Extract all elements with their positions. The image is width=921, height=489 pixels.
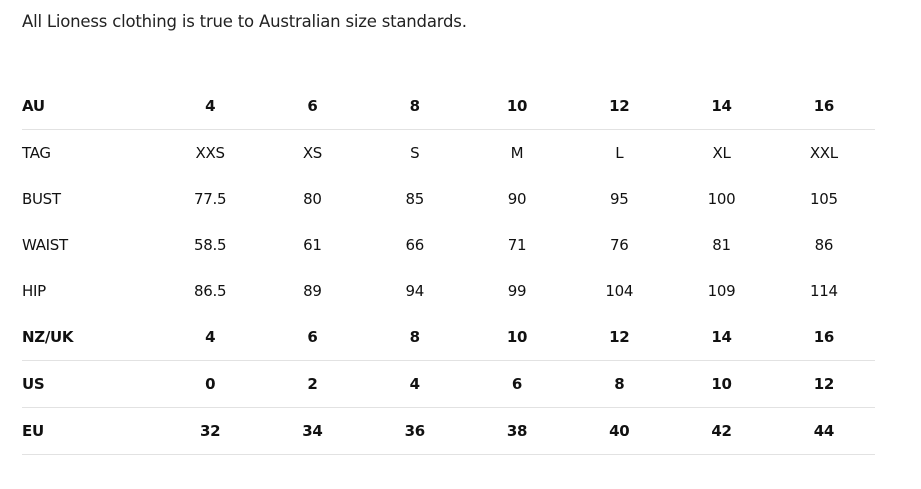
size-cell: S — [410, 144, 420, 162]
size-cell: 6 — [261, 314, 364, 361]
size-cell: 8 — [363, 83, 466, 130]
size-cell: 95 — [610, 190, 629, 208]
row-label: WAIST — [22, 236, 68, 254]
size-cell: 42 — [670, 407, 773, 455]
row-label: BUST — [22, 190, 61, 208]
size-row-bust: BUST 77.5 80 85 90 95 100 105 — [22, 176, 875, 222]
size-cell: 81 — [712, 236, 731, 254]
size-standard-note: All Lioness clothing is true to Australi… — [22, 12, 467, 31]
size-cell: 38 — [465, 407, 569, 455]
size-cell: 10 — [465, 314, 569, 361]
size-row-hip: HIP 86.5 89 94 99 104 109 114 — [22, 268, 875, 314]
row-label: HIP — [22, 282, 46, 300]
size-cell: 94 — [405, 282, 424, 300]
size-row-eu: EU 32 34 36 38 40 42 44 — [22, 407, 875, 455]
size-cell: 105 — [809, 190, 838, 208]
size-row-us: US 0 2 4 6 8 10 12 — [22, 360, 875, 408]
size-cell: 99 — [507, 282, 527, 300]
size-cell: 76 — [610, 236, 629, 254]
size-cell: 2 — [261, 360, 364, 408]
size-cell: 4 — [159, 314, 262, 361]
size-cell: 8 — [363, 314, 466, 361]
size-cell: 90 — [507, 190, 527, 208]
size-cell: XXL — [809, 144, 838, 162]
size-cell: 77.5 — [194, 190, 227, 208]
size-cell: 14 — [670, 83, 773, 130]
size-cell: 109 — [707, 282, 736, 300]
size-cell: 89 — [303, 282, 322, 300]
size-cell: 32 — [159, 407, 262, 455]
size-cell: M — [510, 144, 524, 162]
size-cell: 36 — [363, 407, 466, 455]
size-cell: 16 — [772, 83, 875, 130]
size-cell: 14 — [670, 314, 773, 361]
size-cell: XS — [302, 144, 323, 162]
size-cell: 66 — [405, 236, 424, 254]
size-row-au: AU 4 6 8 10 12 14 16 — [22, 83, 875, 130]
size-cell: 114 — [809, 282, 838, 300]
size-cell: 4 — [363, 360, 466, 408]
size-cell: 12 — [568, 83, 671, 130]
row-label: TAG — [22, 144, 51, 162]
size-cell: 85 — [405, 190, 424, 208]
size-cell: 10 — [465, 83, 569, 130]
size-cell: 16 — [772, 314, 875, 361]
size-row-tag: TAG XXS XS S M L XL XXL — [22, 130, 875, 177]
size-cell: 34 — [261, 407, 364, 455]
size-cell: L — [615, 144, 624, 162]
size-cell: XL — [712, 144, 731, 162]
size-row-nz-uk: NZ/UK 4 6 8 10 12 14 16 — [22, 314, 875, 361]
size-cell: 0 — [159, 360, 262, 408]
row-label: EU — [22, 407, 159, 455]
row-label: NZ/UK — [22, 314, 159, 361]
size-cell: 86 — [814, 236, 834, 254]
size-cell: 4 — [159, 83, 262, 130]
size-cell: 61 — [303, 236, 322, 254]
size-chart-table: AU 4 6 8 10 12 14 16 TAG XXS XS S M L XL XXL BUST 77.5 80 8… — [22, 83, 875, 455]
size-cell: XXS — [195, 144, 225, 162]
size-cell: 6 — [465, 360, 569, 408]
size-cell: 8 — [568, 360, 671, 408]
size-row-waist: WAIST 58.5 61 66 71 76 81 86 — [22, 222, 875, 268]
row-label: AU — [22, 83, 159, 130]
size-cell: 80 — [303, 190, 322, 208]
size-cell: 12 — [772, 360, 875, 408]
size-cell: 6 — [261, 83, 364, 130]
size-cell: 71 — [507, 236, 527, 254]
size-cell: 44 — [772, 407, 875, 455]
size-cell: 40 — [568, 407, 671, 455]
size-cell: 10 — [670, 360, 773, 408]
size-cell: 12 — [568, 314, 671, 361]
size-cell: 58.5 — [194, 236, 227, 254]
size-cell: 104 — [605, 282, 634, 300]
size-cell: 86.5 — [194, 282, 227, 300]
size-cell: 100 — [707, 190, 736, 208]
row-label: US — [22, 360, 159, 408]
